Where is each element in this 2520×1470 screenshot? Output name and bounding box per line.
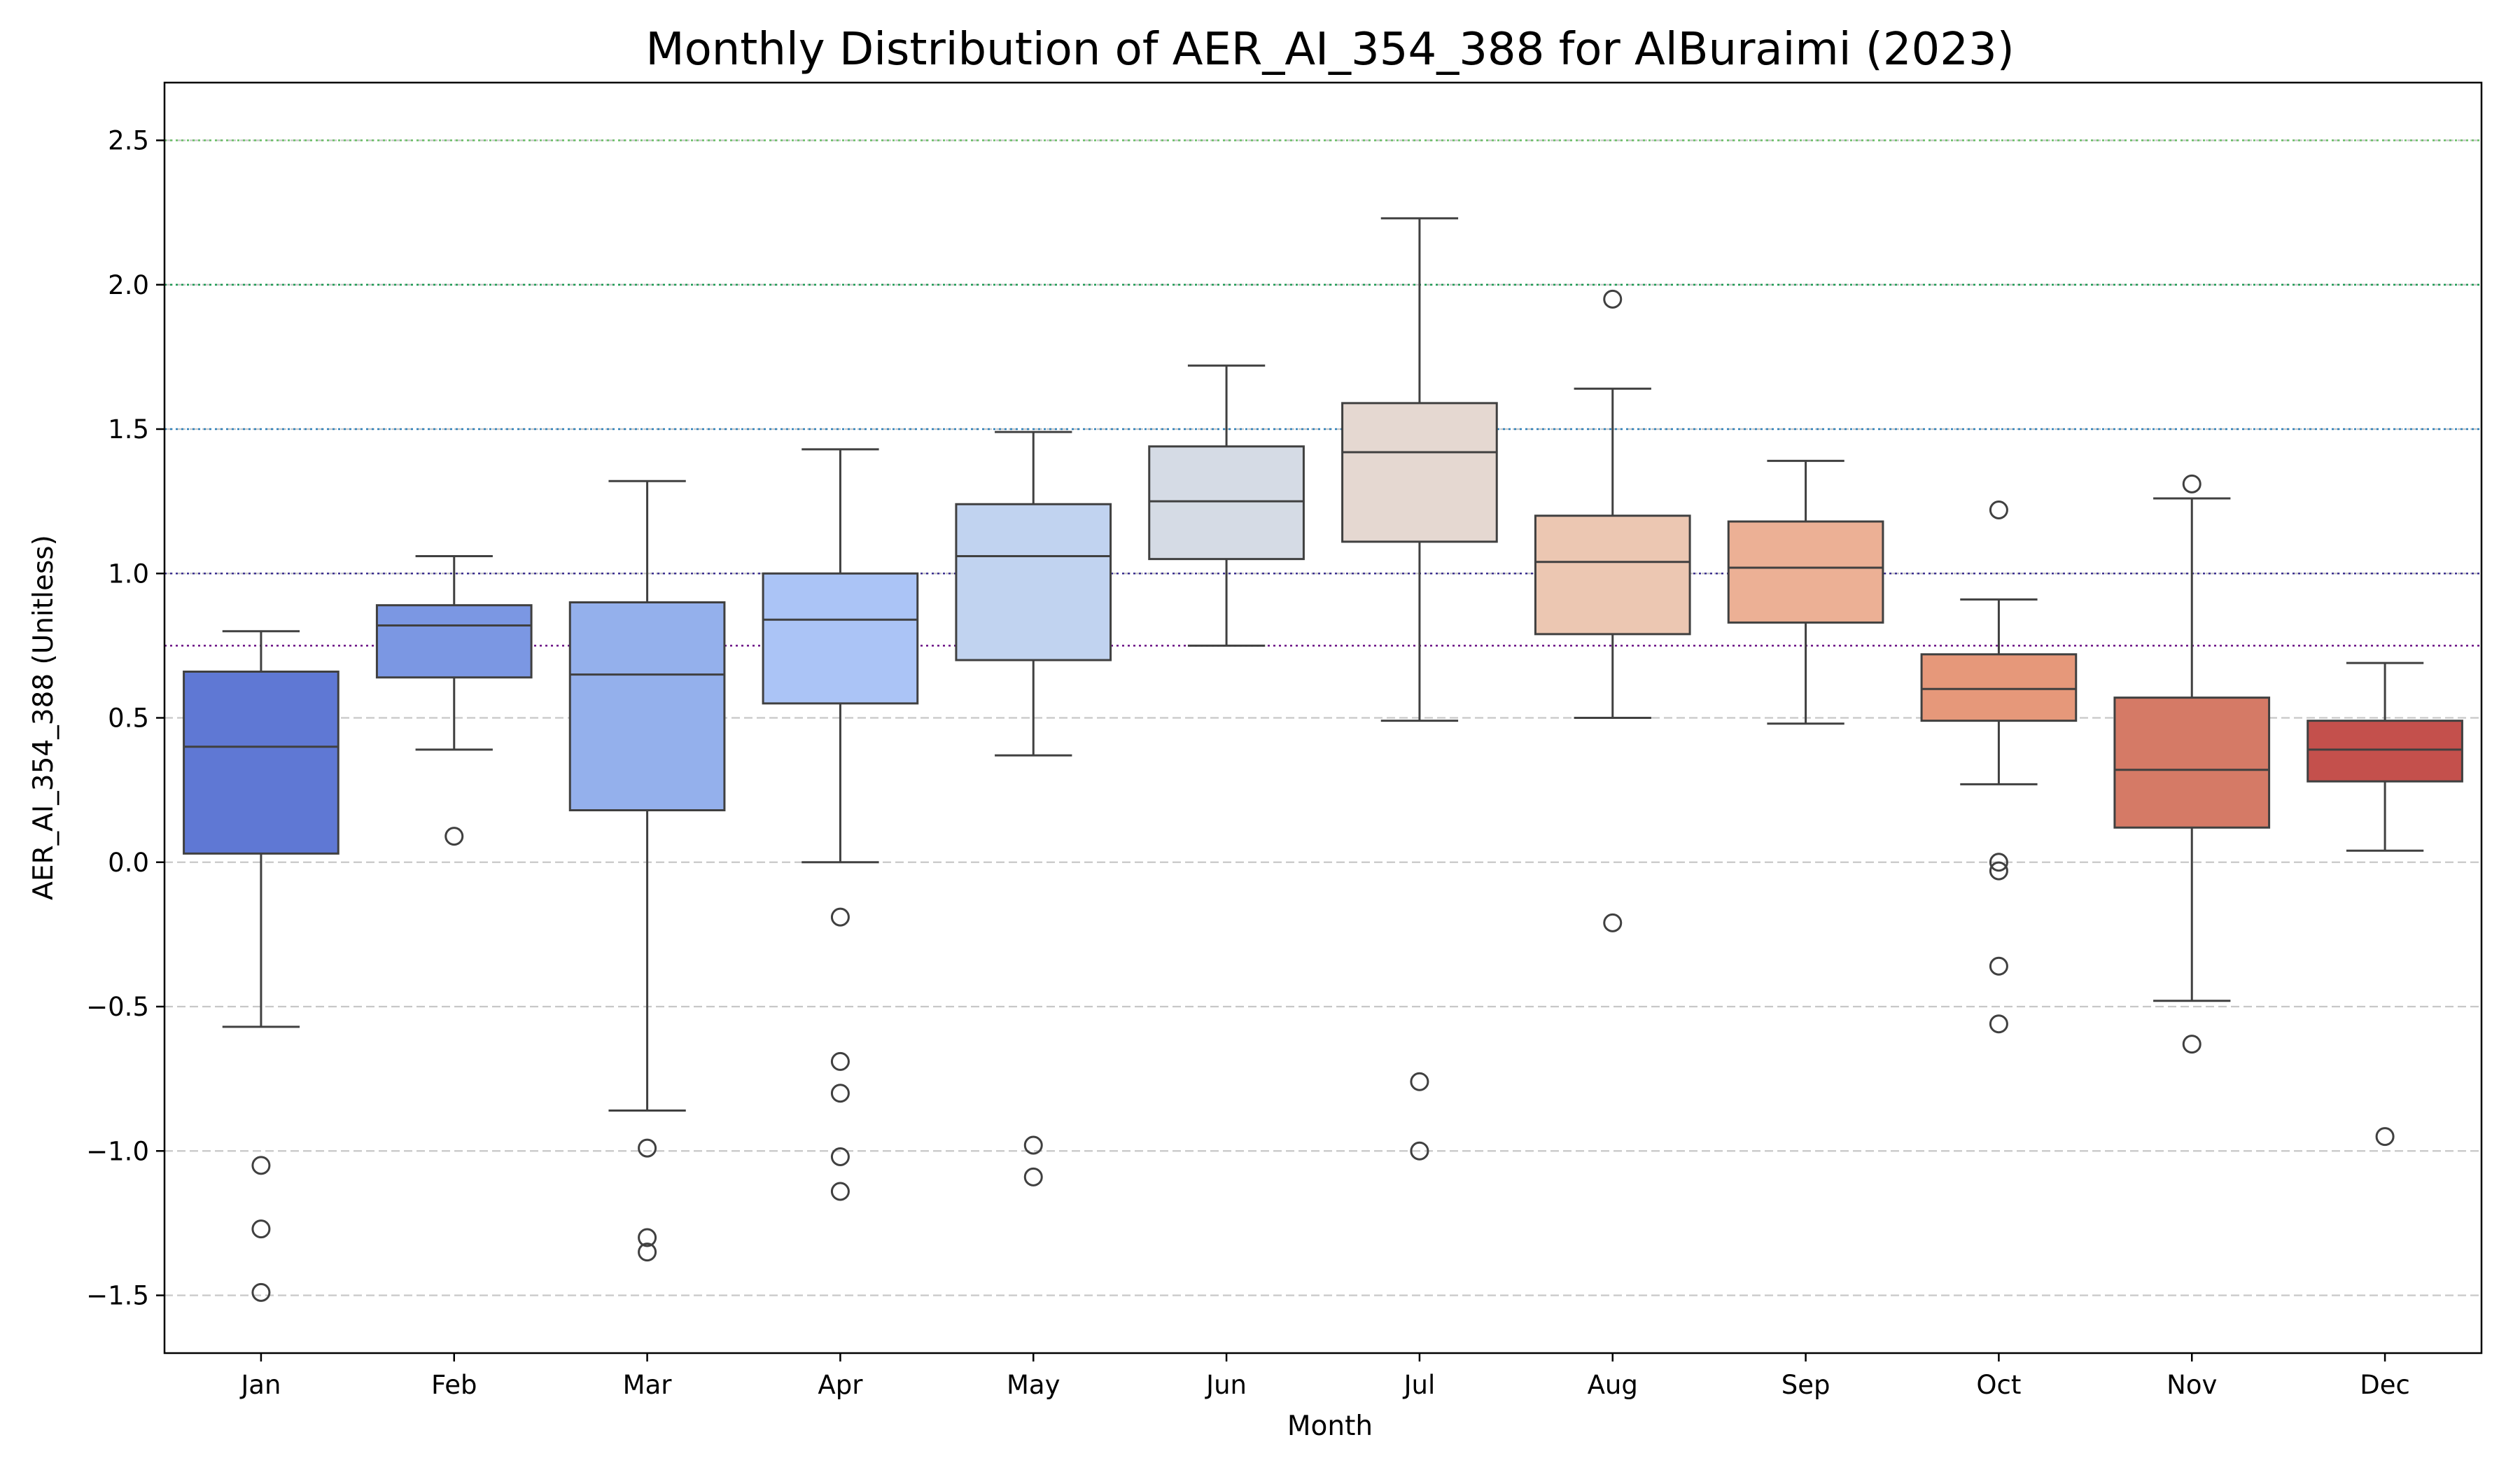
box-apr [762,448,919,1201]
box-body [1534,514,1691,636]
outlier-point [2182,474,2202,493]
box-body [1148,445,1305,561]
box-jun [1148,364,1305,647]
outlier-point [1989,500,2008,519]
y-tick-label: −1.0 [86,1136,149,1166]
outlier-point [638,1242,657,1262]
y-axis-ticks: −1.5 −1.0 −0.5 0.0 0.5 1.0 1.5 2.0 2.5 [86,126,164,1311]
x-tick-label: Sep [1782,1370,1830,1400]
x-tick-label: Aug [1588,1370,1638,1400]
y-tick-label: −0.5 [86,992,149,1022]
outlier-point [1989,853,2008,872]
outlier-point [2375,1127,2395,1147]
x-tick-label: Jul [1403,1370,1436,1400]
y-tick-label: 0.5 [108,704,149,734]
outlier-point [444,827,464,846]
outlier-point [251,1219,271,1239]
box-aug [1534,289,1691,932]
box-dec [2306,662,2463,1147]
y-tick-label: 1.5 [108,414,149,444]
box-jan [183,630,340,1302]
box-nov [2113,474,2271,1054]
outlier-point [1989,861,2008,881]
outlier-point [1023,1135,1043,1155]
x-tick-label: Dec [2360,1370,2410,1400]
reference-lines [164,139,2482,647]
x-tick-label: Jan [239,1370,281,1400]
x-tick-label: Jun [1205,1370,1247,1400]
outlier-point [2182,1035,2202,1054]
x-axis-ticks: Jan Feb Mar Apr May Jun Jul Aug Sep Oct Nov Dec [239,1353,2410,1400]
x-tick-label: Nov [2166,1370,2217,1400]
x-tick-label: Apr [818,1370,863,1400]
outlier-point [638,1228,657,1247]
box-body [183,671,340,855]
outlier-point [830,1084,850,1103]
box-oct [1920,500,2078,1034]
outlier-point [1603,289,1623,309]
outlier-point [251,1282,271,1302]
box-body [1727,520,1884,624]
outlier-point [1023,1167,1043,1186]
box-body [955,503,1112,662]
y-axis-label: AER_AI_354_388 (Unitless) [28,535,59,900]
outlier-point [1603,913,1623,932]
outlier-point [830,907,850,927]
y-tick-label: 0.0 [108,848,149,878]
box-body [2306,720,2463,783]
x-tick-label: Oct [1976,1370,2021,1400]
grid-lines [164,139,2482,1296]
box-body [1920,653,2078,722]
x-tick-label: May [1007,1370,1060,1400]
box-jul [1341,217,1498,1161]
y-tick-label: 2.0 [108,270,149,300]
x-tick-label: Mar [623,1370,673,1400]
y-tick-label: −1.5 [86,1281,149,1311]
box-feb [375,555,533,846]
outlier-point [1410,1141,1429,1161]
box-body [1341,402,1498,543]
outlier-point [1989,956,2008,976]
x-axis-label: Month [1287,1410,1373,1442]
outlier-point [638,1138,657,1158]
box-body [375,604,533,679]
box-series [183,217,2463,1302]
box-may [955,430,1112,1186]
outlier-point [830,1147,850,1166]
box-mar [568,479,726,1262]
outlier-point [1410,1072,1429,1091]
outlier-point [1989,1014,2008,1034]
outlier-point [830,1182,850,1201]
chart-title: Monthly Distribution of AER_AI_354_388 f… [645,24,2014,76]
y-tick-label: 1.0 [108,559,149,589]
outlier-point [830,1051,850,1071]
x-tick-label: Feb [431,1370,477,1400]
box-body [568,601,726,811]
y-tick-label: 2.5 [108,126,149,156]
outlier-point [251,1156,271,1175]
box-sep [1727,459,1884,725]
box-body [762,572,919,705]
box-body [2113,696,2271,829]
